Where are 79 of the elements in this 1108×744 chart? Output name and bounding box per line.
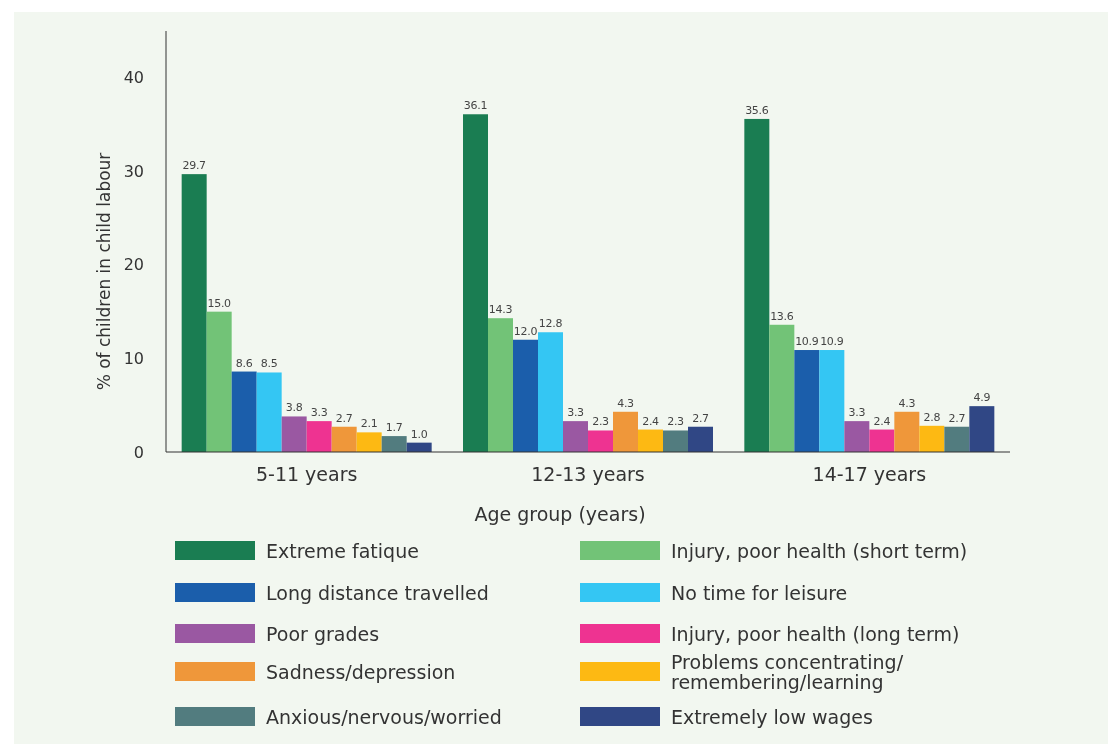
legend-label: Poor grades bbox=[266, 622, 380, 645]
x-tick-label: 14-17 years bbox=[812, 463, 927, 485]
legend-label: Problems concentrating/remembering/learning bbox=[671, 650, 904, 693]
data-label: 35.6 bbox=[745, 103, 769, 117]
bar bbox=[688, 426, 713, 452]
data-label: 2.4 bbox=[873, 414, 891, 428]
legend-label: Injury, poor health (short term) bbox=[671, 539, 968, 562]
data-label: 2.3 bbox=[667, 415, 685, 429]
data-label: 2.7 bbox=[335, 411, 353, 425]
y-axis-title: % of children in child labour bbox=[94, 152, 114, 391]
data-label: 29.7 bbox=[182, 159, 207, 173]
data-label: 1.7 bbox=[385, 421, 403, 435]
legend-label: Long distance travelled bbox=[266, 581, 489, 604]
bar bbox=[231, 371, 257, 452]
data-label: 4.3 bbox=[898, 396, 916, 410]
bar bbox=[769, 324, 795, 452]
bar bbox=[613, 411, 638, 452]
bar bbox=[663, 430, 688, 452]
bar bbox=[819, 350, 845, 452]
legend-label: Sadness/depression bbox=[266, 660, 456, 683]
data-label: 13.6 bbox=[770, 309, 794, 323]
data-label: 8.6 bbox=[235, 356, 253, 370]
y-tick-label: 30 bbox=[123, 161, 144, 181]
data-label: 4.3 bbox=[617, 396, 635, 410]
bar bbox=[744, 118, 770, 452]
data-label: 2.3 bbox=[592, 415, 610, 429]
y-tick-label: 20 bbox=[123, 255, 144, 275]
data-label: 12.8 bbox=[538, 317, 563, 331]
legend-label: Injury, poor health (long term) bbox=[671, 622, 960, 645]
data-label: 12.0 bbox=[513, 324, 538, 338]
data-label: 4.9 bbox=[973, 391, 991, 405]
bar bbox=[181, 174, 207, 452]
data-label: 2.1 bbox=[360, 417, 378, 431]
x-tick-label: 5-11 years bbox=[255, 463, 358, 485]
data-label: 2.7 bbox=[692, 411, 710, 425]
bar bbox=[488, 318, 513, 452]
bar bbox=[256, 372, 282, 452]
data-label: 14.3 bbox=[488, 303, 513, 317]
y-tick-label: 40 bbox=[123, 68, 144, 88]
bar bbox=[638, 429, 663, 452]
data-label: 3.3 bbox=[848, 406, 866, 420]
data-label: 8.5 bbox=[260, 357, 278, 371]
bar bbox=[563, 421, 588, 452]
data-label: 2.7 bbox=[948, 411, 966, 425]
bar bbox=[513, 339, 538, 452]
bar bbox=[844, 421, 870, 452]
bar bbox=[306, 421, 332, 452]
bar bbox=[919, 425, 945, 452]
bar bbox=[206, 311, 232, 452]
bar bbox=[356, 432, 382, 452]
data-label: 3.8 bbox=[285, 401, 303, 415]
bar bbox=[794, 350, 820, 452]
data-label: 1.0 bbox=[410, 427, 428, 441]
y-tick-label: 0 bbox=[133, 442, 144, 462]
data-label: 10.9 bbox=[795, 335, 819, 349]
data-label: 36.1 bbox=[463, 99, 488, 113]
data-label: 10.9 bbox=[820, 335, 844, 349]
bar bbox=[331, 426, 357, 452]
y-tick-label: 10 bbox=[123, 349, 144, 369]
legend-label: Extremely low wages bbox=[671, 705, 873, 728]
bar bbox=[588, 430, 613, 452]
bar bbox=[463, 114, 488, 452]
bar bbox=[281, 416, 307, 452]
x-axis-title: Age group (years) bbox=[474, 503, 646, 525]
legend-label: No time for leisure bbox=[671, 581, 848, 604]
x-tick-label: 12-13 years bbox=[531, 463, 645, 485]
bar bbox=[944, 426, 970, 452]
data-label: 15.0 bbox=[207, 296, 232, 310]
bar bbox=[894, 411, 920, 452]
legend-label: Anxious/nervous/worried bbox=[266, 705, 502, 728]
data-label: 3.3 bbox=[567, 406, 585, 420]
data-label: 2.8 bbox=[923, 410, 941, 424]
bar bbox=[538, 332, 563, 452]
bar bbox=[381, 436, 407, 452]
bar bbox=[869, 429, 895, 452]
legend-label: Extreme fatique bbox=[266, 539, 419, 562]
data-label: 2.4 bbox=[642, 414, 660, 428]
bar bbox=[969, 406, 995, 452]
data-label: 3.3 bbox=[310, 406, 328, 420]
